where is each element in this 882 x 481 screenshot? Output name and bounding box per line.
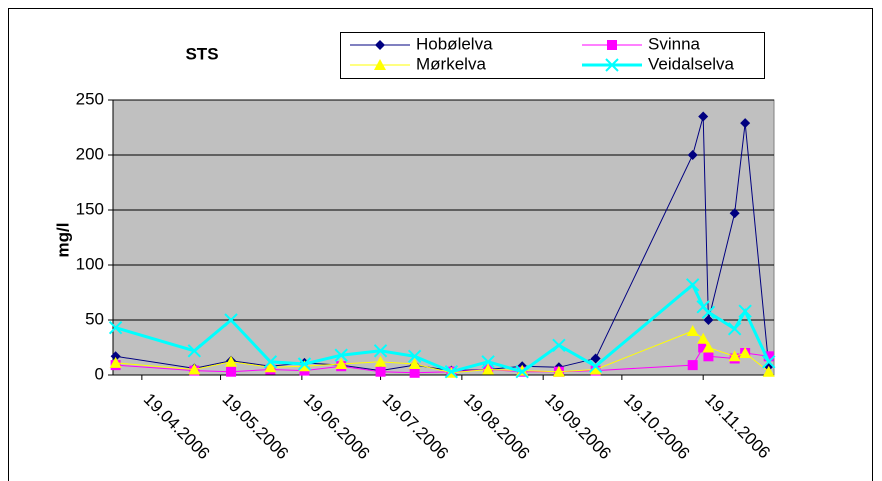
data-point	[409, 367, 420, 378]
data-point	[686, 325, 699, 336]
data-point	[187, 344, 202, 358]
y-tick-label: 50	[85, 309, 104, 328]
data-point	[703, 315, 714, 325]
data-point	[739, 347, 752, 358]
data-point	[727, 322, 742, 336]
y-tick-label: 100	[76, 254, 104, 273]
data-point	[188, 363, 201, 375]
data-point	[109, 356, 122, 368]
legend-marker	[605, 58, 619, 72]
data-point	[374, 355, 387, 367]
data-point	[515, 364, 529, 379]
data-point	[762, 355, 776, 369]
data-point	[729, 208, 740, 219]
data-point	[334, 348, 348, 362]
data-point	[703, 351, 714, 362]
data-point	[444, 364, 459, 379]
data-point	[698, 111, 709, 122]
legend-label: Veidalselva	[648, 54, 735, 73]
legend-label: Svinna	[648, 34, 701, 53]
data-point	[701, 305, 716, 320]
data-point	[762, 365, 775, 377]
data-point	[226, 366, 237, 377]
y-tick-label: 150	[76, 199, 104, 218]
data-point	[702, 341, 715, 353]
data-point	[407, 349, 422, 364]
data-point	[552, 365, 565, 377]
legend-marker	[375, 40, 385, 50]
plot-area	[112, 99, 775, 376]
legend-marker	[374, 59, 386, 70]
y-axis-label: mg/l	[53, 223, 72, 258]
data-point	[687, 360, 698, 371]
legend-label: Mørkelva	[416, 54, 486, 73]
data-point	[373, 344, 388, 358]
y-tick-label: 0	[95, 364, 104, 383]
y-tick-label: 200	[76, 144, 104, 163]
data-point	[481, 355, 495, 369]
data-point	[263, 355, 278, 369]
data-point	[740, 118, 751, 129]
legend-label: Hobølelva	[416, 34, 493, 53]
data-point	[297, 357, 312, 371]
legend	[340, 32, 765, 79]
data-point	[697, 332, 710, 344]
data-point	[264, 361, 277, 373]
data-point	[108, 320, 123, 335]
data-point	[589, 363, 602, 375]
chart-title: STS	[185, 44, 218, 63]
data-point	[738, 304, 752, 318]
data-point	[728, 350, 741, 362]
data-point	[408, 358, 421, 369]
data-point	[590, 353, 601, 364]
data-point	[225, 355, 238, 367]
data-point	[685, 278, 700, 292]
y-tick-label: 250	[76, 89, 104, 108]
data-point	[588, 359, 603, 373]
data-point	[552, 338, 566, 353]
data-point	[298, 360, 311, 372]
data-point	[482, 363, 495, 375]
data-point	[763, 351, 774, 362]
data-point	[698, 342, 709, 353]
data-point	[375, 366, 386, 377]
data-point	[687, 150, 698, 160]
data-point	[224, 313, 238, 327]
data-point	[335, 358, 348, 369]
data-point	[110, 351, 121, 362]
legend-marker	[607, 40, 617, 50]
